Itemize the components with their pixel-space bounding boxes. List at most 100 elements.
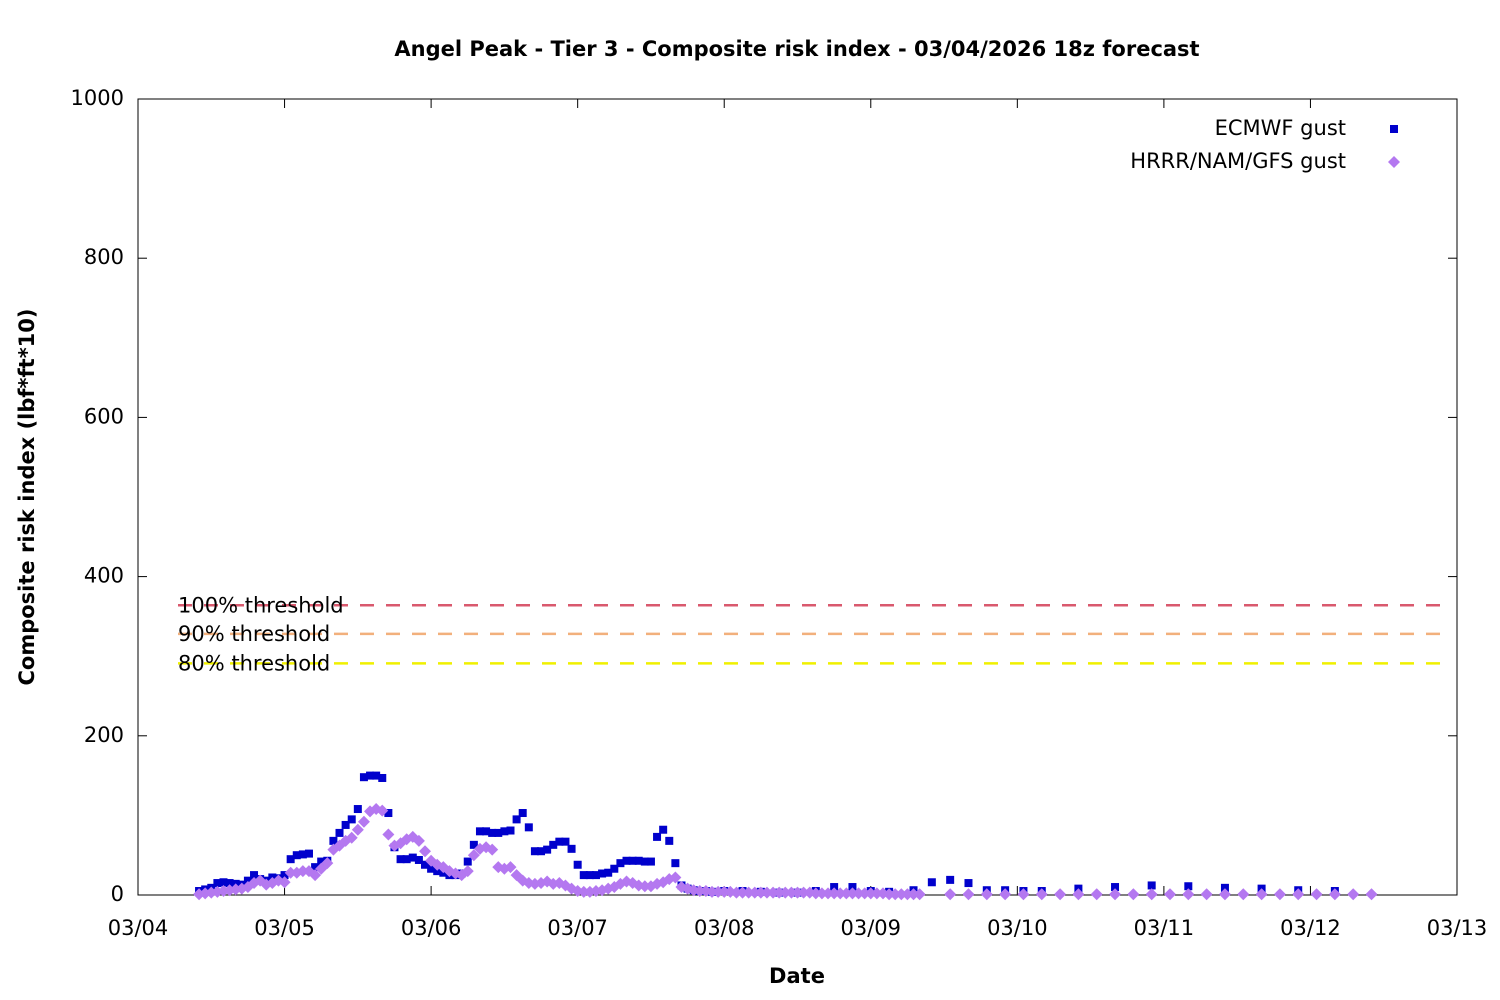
data-point	[585, 871, 594, 880]
chart-title: Angel Peak - Tier 3 - Composite risk ind…	[394, 37, 1199, 61]
data-point	[883, 888, 896, 901]
data-point	[549, 840, 558, 849]
data-point	[846, 887, 859, 900]
data-point	[797, 886, 810, 899]
data-point	[840, 887, 853, 900]
data-point	[382, 828, 395, 841]
data-point	[219, 878, 228, 887]
data-point	[311, 863, 320, 872]
data-point	[1072, 888, 1085, 901]
data-point	[1182, 888, 1195, 901]
data-point	[530, 847, 539, 856]
data-point	[1365, 888, 1378, 901]
y-axis-label: Composite risk index (lbf*ft*10)	[15, 308, 39, 685]
data-point	[243, 876, 252, 885]
legend-label: HRRR/NAM/GFS gust	[1130, 149, 1346, 173]
data-point	[1111, 883, 1120, 892]
threshold-label: 90% threshold	[178, 622, 330, 646]
data-point	[1237, 888, 1250, 901]
data-point	[402, 855, 411, 864]
data-point	[767, 886, 780, 899]
data-point	[640, 857, 649, 866]
data-point	[748, 886, 761, 899]
data-point	[384, 809, 393, 818]
data-point	[461, 865, 474, 878]
data-point	[378, 773, 387, 782]
data-point	[638, 880, 651, 893]
data-point	[482, 827, 491, 836]
data-point	[506, 826, 515, 835]
data-point	[359, 773, 368, 782]
legend-marker	[1390, 125, 1398, 133]
data-point	[706, 885, 719, 898]
data-point	[329, 836, 338, 845]
data-point	[730, 886, 743, 899]
data-point	[760, 886, 773, 899]
data-point	[1163, 888, 1176, 901]
data-point	[927, 878, 936, 887]
data-point	[1255, 888, 1268, 901]
data-point	[907, 888, 920, 901]
data-point	[488, 828, 497, 837]
data-point	[366, 771, 375, 780]
data-point	[1109, 888, 1122, 901]
x-axis-label: Date	[769, 964, 825, 988]
data-point	[518, 809, 527, 818]
data-point	[250, 871, 259, 880]
data-point	[889, 888, 902, 901]
data-point	[284, 866, 297, 879]
data-point	[980, 888, 993, 901]
data-point	[1200, 888, 1213, 901]
x-tick-label: 03/08	[694, 916, 755, 940]
data-point	[864, 887, 877, 900]
data-point	[376, 804, 389, 817]
x-tick-label: 03/04	[108, 916, 169, 940]
data-point	[296, 865, 309, 878]
data-point	[791, 886, 804, 899]
data-point	[298, 850, 307, 859]
legend-marker	[1388, 156, 1400, 168]
data-point	[1145, 888, 1158, 901]
data-point	[414, 855, 423, 864]
y-tick-label: 800	[84, 245, 124, 269]
data-point	[561, 837, 570, 846]
data-point	[345, 831, 358, 844]
y-tick-label: 1000	[71, 86, 124, 110]
data-point	[524, 823, 533, 832]
x-tick-label: 03/07	[547, 916, 608, 940]
data-point	[693, 885, 706, 898]
data-point	[567, 844, 576, 853]
data-point	[412, 834, 425, 847]
data-point	[895, 888, 908, 901]
data-point	[616, 859, 625, 868]
data-point	[1347, 888, 1360, 901]
data-point	[351, 823, 364, 836]
data-point	[555, 837, 564, 846]
data-point	[335, 828, 344, 837]
data-point	[321, 857, 334, 870]
data-point	[830, 883, 839, 892]
data-point	[292, 851, 301, 860]
x-tick-label: 03/10	[987, 916, 1048, 940]
data-point	[579, 871, 588, 880]
data-point	[1017, 888, 1030, 901]
data-point	[1184, 882, 1193, 891]
data-point	[309, 869, 322, 882]
data-point	[469, 840, 478, 849]
data-point	[646, 857, 655, 866]
x-tick-label: 03/11	[1134, 916, 1195, 940]
data-point	[712, 885, 725, 898]
data-point	[286, 855, 295, 864]
threshold-label: 80% threshold	[178, 651, 330, 675]
data-point	[421, 860, 430, 869]
data-point	[604, 868, 613, 877]
data-point	[1273, 888, 1286, 901]
data-point	[852, 887, 865, 900]
data-point	[964, 879, 973, 888]
data-point	[610, 864, 619, 873]
data-point	[815, 887, 828, 900]
threshold-label: 100% threshold	[178, 593, 344, 617]
x-tick-label: 03/09	[841, 916, 902, 940]
data-point	[665, 836, 674, 845]
